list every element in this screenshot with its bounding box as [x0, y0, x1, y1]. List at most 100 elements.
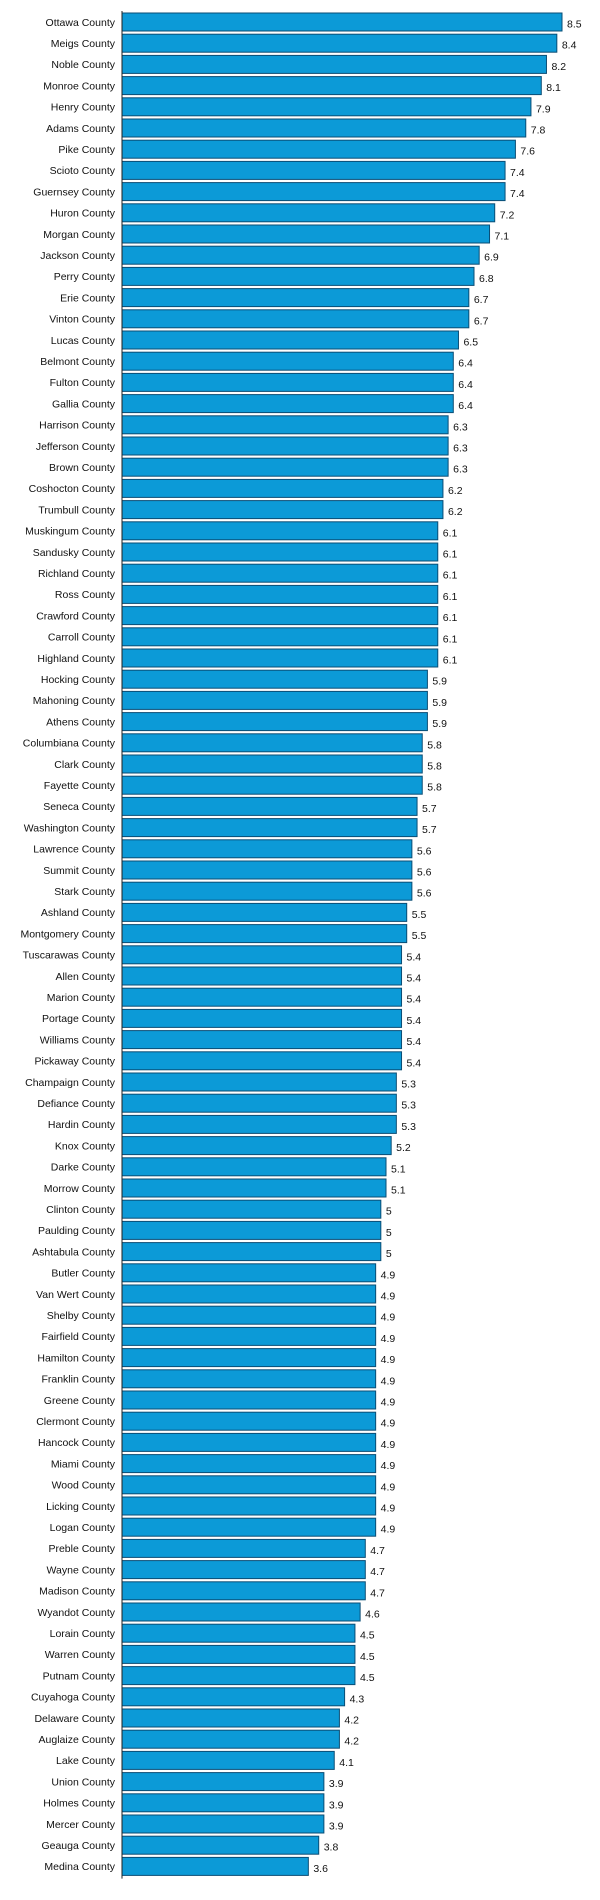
value-label: 4.6: [365, 1609, 380, 1621]
bar: [121, 1411, 377, 1431]
value-label: 4.5: [360, 1651, 375, 1663]
value-label: 4.9: [381, 1418, 396, 1430]
category-label: Mahoning County: [33, 695, 116, 707]
value-label: 5.3: [401, 1100, 416, 1112]
value-label: 7.1: [495, 231, 510, 243]
category-label: Muskingum County: [25, 526, 116, 538]
value-label: 4.9: [381, 1460, 396, 1472]
category-label: Lorain County: [50, 1628, 116, 1640]
bar: [121, 521, 439, 541]
bar: [121, 1390, 377, 1410]
value-label: 7.4: [510, 167, 525, 179]
value-label: 4.9: [381, 1312, 396, 1324]
value-label: 5.6: [417, 888, 432, 900]
bar: [121, 1008, 403, 1028]
category-label: Hocking County: [41, 674, 116, 686]
bar: [121, 966, 403, 986]
value-label: 5.2: [396, 1142, 411, 1154]
category-label: Summit County: [43, 865, 116, 877]
value-label: 5.8: [427, 782, 442, 794]
category-label: Franklin County: [41, 1374, 115, 1386]
category-label: Geauga County: [41, 1840, 115, 1852]
bar: [121, 796, 418, 816]
value-label: 7.6: [520, 146, 535, 158]
bar: [121, 1517, 377, 1537]
category-label: Lawrence County: [33, 844, 115, 856]
category-label: Van Wert County: [36, 1289, 116, 1301]
bar: [121, 902, 408, 922]
value-label: 3.9: [329, 1799, 344, 1811]
category-label: Columbiana County: [23, 738, 116, 750]
bar: [121, 818, 418, 838]
category-label: Delaware County: [34, 1713, 115, 1725]
bar: [121, 76, 542, 96]
bar: [121, 1136, 392, 1156]
value-label: 8.2: [551, 61, 566, 73]
value-label: 4.1: [339, 1757, 354, 1769]
value-label: 5.8: [427, 761, 442, 773]
category-label: Union County: [51, 1776, 115, 1788]
bar: [121, 1835, 320, 1855]
bar: [121, 1326, 377, 1346]
value-label: 6.1: [443, 612, 458, 624]
category-label: Stark County: [54, 886, 115, 898]
bar: [121, 1178, 387, 1198]
value-label: 3.6: [313, 1863, 328, 1875]
bar: [121, 945, 403, 965]
value-label: 5: [386, 1248, 392, 1260]
value-label: 5.3: [401, 1121, 416, 1133]
value-label: 6.5: [463, 337, 478, 349]
bar: [121, 1538, 366, 1558]
category-label: Vinton County: [49, 314, 116, 326]
bar: [121, 754, 423, 774]
value-label: 8.5: [567, 19, 582, 31]
category-label: Clinton County: [46, 1204, 116, 1216]
bar: [121, 54, 547, 74]
bar: [121, 1496, 377, 1516]
value-label: 5.1: [391, 1163, 406, 1175]
category-label: Medina County: [44, 1861, 115, 1873]
category-label: Preble County: [48, 1543, 115, 1555]
value-label: 5.5: [412, 909, 427, 921]
value-label: 6.3: [453, 443, 468, 455]
bar: [121, 648, 439, 668]
bar: [121, 415, 449, 435]
value-label: 4.9: [381, 1291, 396, 1303]
category-label: Clark County: [54, 759, 115, 771]
bar: [121, 1263, 377, 1283]
bar: [121, 839, 413, 859]
bar: [121, 1708, 340, 1728]
bar: [121, 1602, 361, 1622]
category-label: Belmont County: [40, 356, 115, 368]
category-label: Mercer County: [46, 1819, 116, 1831]
value-label: 6.1: [443, 655, 458, 667]
category-label: Ross County: [55, 589, 116, 601]
bar: [121, 584, 439, 604]
value-label: 4.9: [381, 1439, 396, 1451]
bar: [121, 12, 563, 32]
bar: [121, 33, 558, 53]
bar: [121, 436, 449, 456]
value-labels: 8.5 8.4 8.2 8.1 7.9 7.8 7.6 7.4 7.4 7.2 7.1 6.9 6.8 6…: [313, 19, 581, 1875]
value-label: 4.9: [381, 1375, 396, 1387]
bar: [121, 1432, 377, 1452]
category-label: Fulton County: [50, 377, 116, 389]
category-label: Erie County: [60, 292, 116, 304]
bar: [121, 1623, 356, 1643]
value-label: 5.4: [407, 994, 422, 1006]
value-label: 4.9: [381, 1333, 396, 1345]
bar: [121, 1729, 340, 1749]
category-label: Cuyahoga County: [31, 1692, 116, 1704]
bar: [121, 139, 516, 159]
bar: [121, 860, 413, 880]
bar: [121, 118, 527, 138]
bar: [121, 627, 439, 647]
value-label: 6.2: [448, 485, 463, 497]
value-label: 6.4: [458, 400, 473, 412]
category-label: Pike County: [58, 144, 115, 156]
bar: [121, 1793, 325, 1813]
category-label: Putnam County: [43, 1670, 116, 1682]
value-label: 5.4: [407, 951, 422, 963]
value-label: 6.1: [443, 633, 458, 645]
